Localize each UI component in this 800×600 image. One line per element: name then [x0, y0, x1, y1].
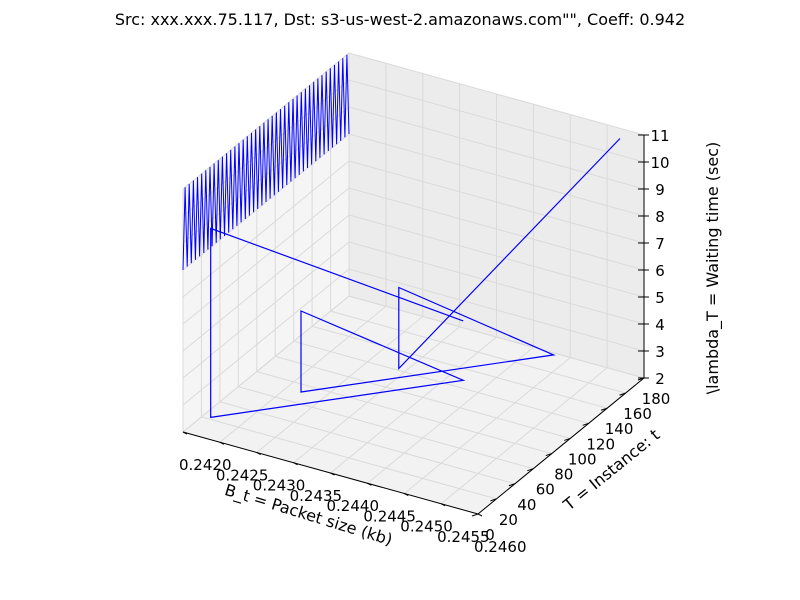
z-tick-label: 8: [655, 208, 665, 226]
z-gridline: [182, 106, 645, 244]
axes: [182, 134, 649, 517]
z-gridline: [182, 268, 645, 406]
y-tick: [564, 437, 571, 441]
y-tick-label: 140: [605, 420, 634, 438]
z-tick-label: 2: [655, 370, 665, 388]
x-tick: [440, 503, 446, 507]
y-tick: [582, 422, 589, 426]
x-tick-label: 0.2455: [437, 528, 490, 546]
z-gridline: [182, 187, 645, 325]
data-series: [182, 54, 621, 419]
y-tick: [527, 468, 534, 472]
z-tick-label: 7: [655, 235, 665, 253]
x-tick: [404, 493, 409, 496]
x-tick-label: 0.2425: [216, 466, 269, 484]
x-tick: [367, 482, 372, 486]
z-tick-label: 4: [655, 316, 665, 334]
y-tick: [490, 498, 497, 502]
y-tick: [471, 513, 479, 517]
x-tick-label: 0.2460: [474, 538, 527, 556]
x-tick: [330, 472, 335, 476]
y-tick-label: 80: [554, 466, 573, 484]
z-gridline: [182, 214, 645, 352]
z-axis-label: \lambda_T = Waiting time (sec): [703, 142, 723, 395]
x-tick: [219, 441, 225, 445]
x-tick: [293, 462, 298, 466]
oscillation-band: [182, 54, 350, 271]
grid-lines: [182, 52, 645, 515]
x-tick-label: 0.2430: [253, 477, 305, 495]
z-gridline: [182, 295, 645, 433]
z-tick-label: 9: [655, 181, 665, 199]
z-tick-label: 10: [650, 154, 669, 172]
y-tick-label: 120: [586, 435, 615, 453]
y-tick-label: 180: [642, 390, 671, 408]
series-line: [210, 138, 621, 419]
z-tick-label: 5: [655, 289, 665, 307]
y-tick-label: 160: [623, 405, 652, 423]
y-tick-label: 20: [499, 511, 518, 529]
z-tick-label: 3: [655, 343, 665, 361]
z-gridline: [182, 241, 645, 379]
x-tick: [256, 452, 261, 455]
z-gridline: [182, 52, 645, 190]
x-tick: [182, 431, 188, 435]
y-tick-label: 60: [536, 481, 555, 499]
y-tick-label: 40: [517, 496, 536, 514]
y-tick: [508, 483, 516, 487]
y-tick-label: 0: [485, 526, 495, 544]
x-tick-label: 0.2440: [327, 497, 380, 515]
x-tick-label: 0.2450: [400, 518, 453, 536]
x-tick: [477, 513, 483, 517]
x-tick-labels: 0.24200.24250.24300.24350.24400.24450.24…: [179, 456, 527, 556]
y-tick: [600, 407, 608, 411]
y-axis-line: [477, 377, 645, 515]
z-tick-label: 6: [655, 262, 665, 280]
y-tick: [545, 453, 552, 457]
axis-panes: [181, 51, 646, 515]
z-tick-labels: 2 3 4 5 6 7 8 9 10 11: [650, 127, 669, 388]
y-tick-label: 100: [568, 450, 597, 468]
y-tick: [619, 392, 626, 396]
x-tick-label: 0.2445: [363, 507, 416, 525]
x-tick-label: 0.2420: [179, 456, 232, 474]
chart-title: Src: xxx.xxx.75.117, Dst: s3-us-west-2.a…: [115, 10, 685, 29]
z-tick-label: 11: [650, 127, 669, 145]
x-tick-label: 0.2435: [290, 487, 343, 505]
